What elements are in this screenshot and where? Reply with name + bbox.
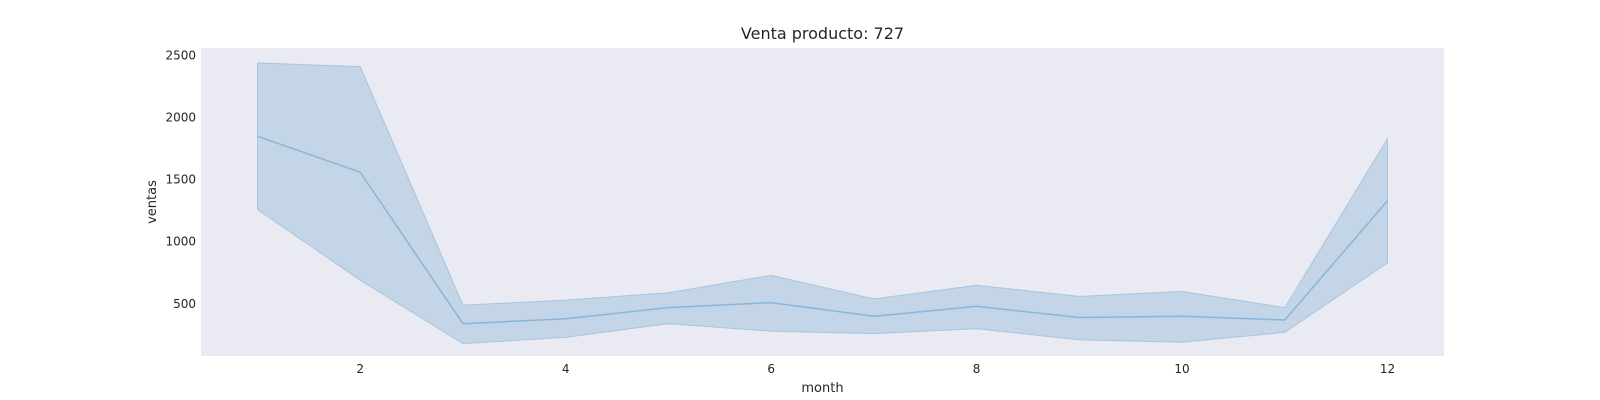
y-tick-label: 1500 bbox=[165, 173, 196, 187]
y-axis-label: ventas bbox=[145, 180, 160, 224]
y-tick-label: 1000 bbox=[165, 235, 196, 249]
y-tick-labels: 500 1000 1500 2000 2500 bbox=[165, 48, 196, 310]
x-tick-label: 10 bbox=[1174, 362, 1189, 376]
confidence-band bbox=[257, 62, 1388, 345]
chart-title: Venta producto: 727 bbox=[741, 24, 904, 43]
y-tick-label: 2000 bbox=[165, 111, 196, 125]
x-tick-label: 2 bbox=[356, 362, 364, 376]
x-tick-label: 8 bbox=[973, 362, 981, 376]
y-tick-label: 2500 bbox=[165, 48, 196, 62]
y-tick-label: 500 bbox=[173, 297, 196, 311]
x-tick-labels: 2 4 6 8 10 12 bbox=[356, 362, 1395, 376]
x-tick-label: 12 bbox=[1380, 362, 1395, 376]
x-tick-label: 6 bbox=[767, 362, 775, 376]
series-line bbox=[257, 135, 1389, 325]
x-tick-label: 4 bbox=[562, 362, 570, 376]
x-axis-label: month bbox=[801, 381, 843, 396]
